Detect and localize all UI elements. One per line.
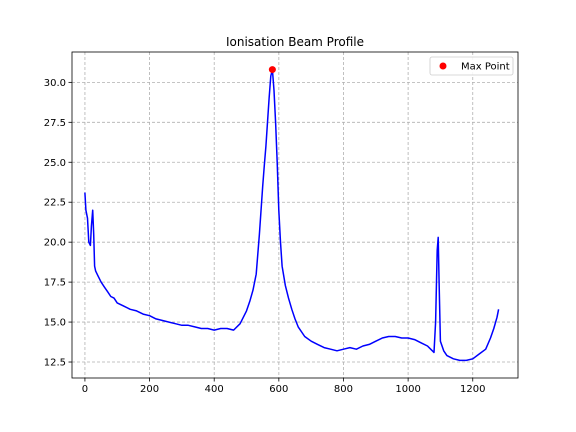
x-tick-label: 0 bbox=[82, 384, 88, 395]
y-tick-label: 22.5 bbox=[44, 198, 66, 209]
plot-frame bbox=[71, 51, 519, 379]
y-tick-label: 20.0 bbox=[44, 238, 66, 249]
series-line bbox=[84, 68, 500, 362]
y-tick-label: 27.5 bbox=[44, 118, 66, 129]
chart-title: Ionisation Beam Profile bbox=[226, 35, 364, 49]
x-tick-label: 200 bbox=[140, 384, 159, 395]
grid-layer bbox=[72, 52, 518, 378]
y-tick-label: 25.0 bbox=[44, 158, 66, 169]
y-tick-label: 30.0 bbox=[44, 78, 66, 89]
legend-marker-icon bbox=[439, 62, 447, 70]
y-tick-label: 12.5 bbox=[44, 358, 66, 369]
max-point-marker bbox=[268, 66, 276, 74]
x-tick-label: 800 bbox=[334, 384, 353, 395]
axis-layer: 0 200 400 600 800 1000 1200 12.5 15.0 17.5 20.0 22.… bbox=[44, 51, 519, 395]
legend-box bbox=[429, 56, 514, 76]
x-tick-label: 600 bbox=[269, 384, 288, 395]
series-layer bbox=[84, 66, 500, 362]
x-tick-label: 400 bbox=[205, 384, 224, 395]
y-tick-label: 15.0 bbox=[44, 318, 66, 329]
y-tick-label: 17.5 bbox=[44, 278, 66, 289]
x-tick-label: 1200 bbox=[460, 384, 485, 395]
x-tick-label: 1000 bbox=[395, 384, 420, 395]
legend-label: Max Point bbox=[461, 62, 510, 73]
legend: Max Point bbox=[429, 56, 514, 76]
